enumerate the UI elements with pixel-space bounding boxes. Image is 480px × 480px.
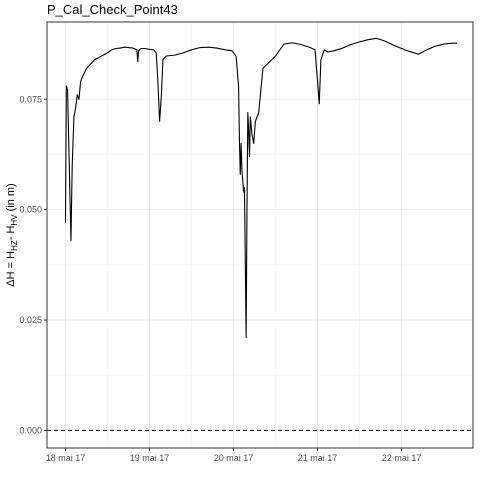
y-axis-title-prefix: ΔH = H xyxy=(5,251,17,287)
y-axis-title-sub1: HZ xyxy=(10,240,19,251)
y-axis-title-middle: - H xyxy=(5,226,17,241)
x-tick-label: 21 mai 17 xyxy=(298,453,338,463)
chart-title: P_Cal_Check_Point43 xyxy=(47,2,178,17)
series-line-0 xyxy=(64,37,458,339)
x-tick-label: 18 mai 17 xyxy=(46,453,86,463)
y-tick-label: 0.050 xyxy=(19,205,42,215)
x-tick-label: 22 mai 17 xyxy=(382,453,422,463)
series-layer xyxy=(64,37,458,339)
x-tick-label: 20 mai 17 xyxy=(214,453,254,463)
panel-border xyxy=(46,21,474,449)
y-axis-title: ΔH = HHZ- HHV (in m) xyxy=(5,183,19,286)
y-tick-label: 0.025 xyxy=(19,315,42,325)
x-axis: 18 mai 17 19 mai 17 20 mai 17 21 mai 17 22 m… xyxy=(46,448,422,463)
y-axis-title-sub2: HV xyxy=(10,214,19,226)
x-tick-label: 19 mai 17 xyxy=(130,453,170,463)
grid-layer xyxy=(47,22,473,448)
y-tick-label: 0.000 xyxy=(19,425,42,435)
y-tick-label: 0.075 xyxy=(19,94,42,104)
y-axis: 0.000 0.025 0.050 0.075 xyxy=(19,94,47,435)
y-axis-title-suffix: (in m) xyxy=(5,183,17,214)
